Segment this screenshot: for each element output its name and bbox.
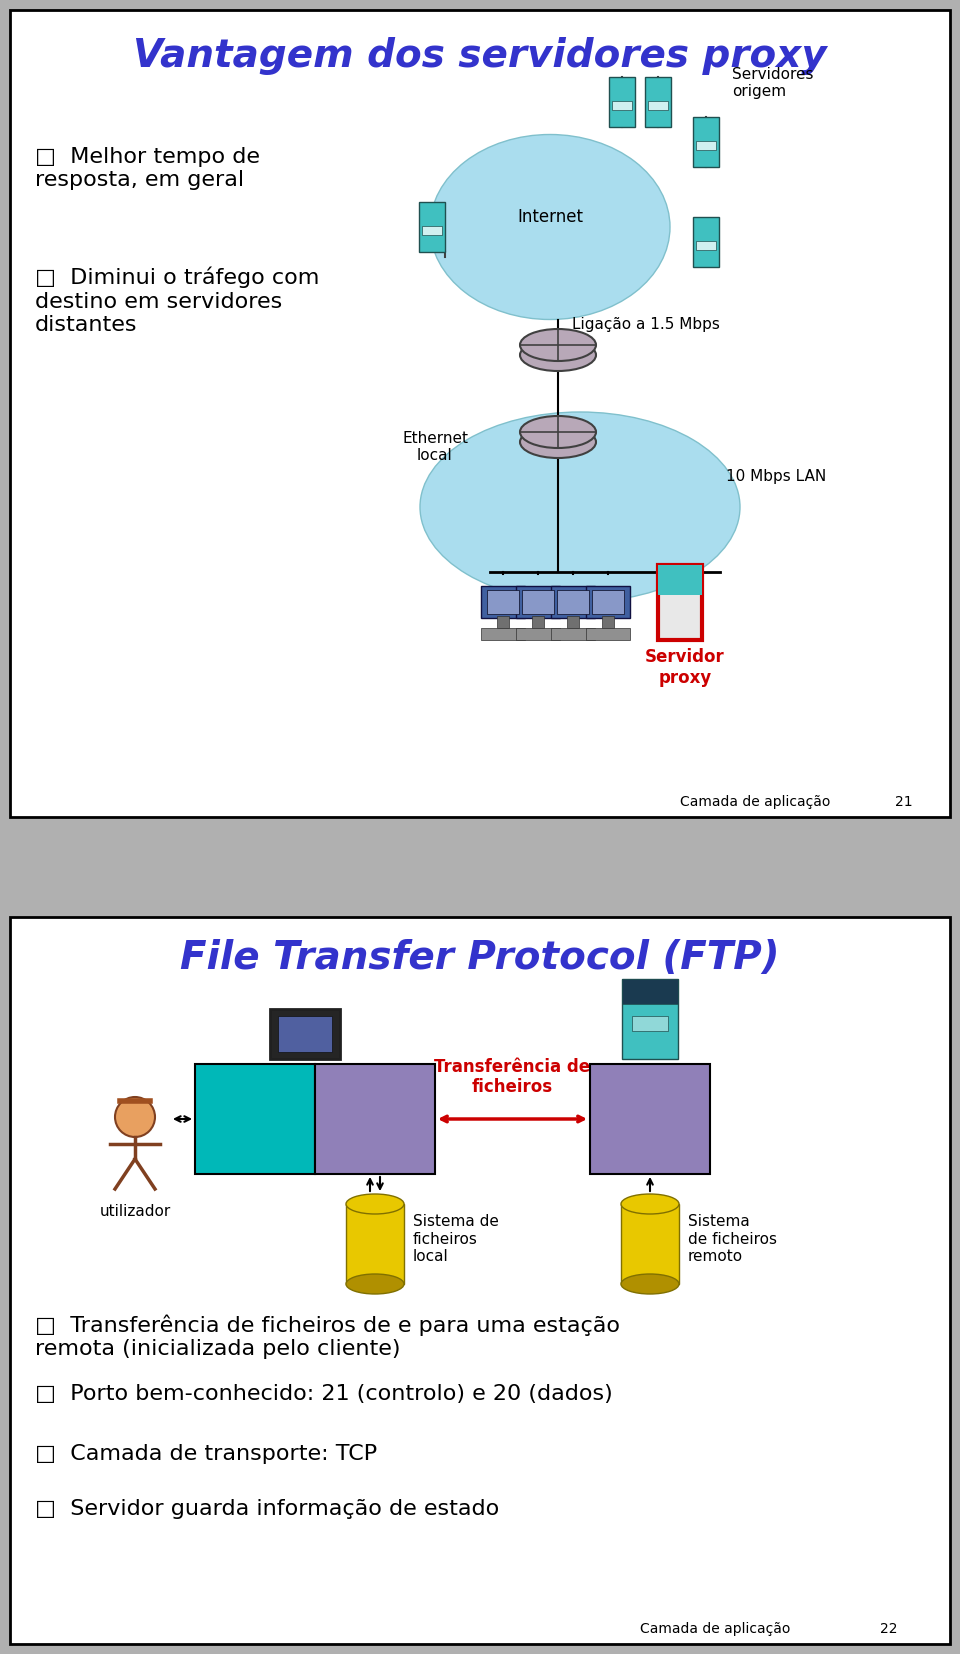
FancyBboxPatch shape xyxy=(567,615,579,629)
Text: utilizador: utilizador xyxy=(100,1204,171,1219)
FancyBboxPatch shape xyxy=(419,202,445,251)
Text: □  Porto bem-conhecido: 21 (controlo) e 20 (dados): □ Porto bem-conhecido: 21 (controlo) e 2… xyxy=(35,1384,612,1404)
FancyBboxPatch shape xyxy=(422,225,442,235)
FancyBboxPatch shape xyxy=(602,615,614,629)
Text: Interface
FTP: Interface FTP xyxy=(209,1100,300,1138)
FancyBboxPatch shape xyxy=(551,586,595,619)
Text: Servidor
proxy: Servidor proxy xyxy=(645,648,725,686)
FancyBboxPatch shape xyxy=(557,590,589,614)
Text: Camada de aplicação: Camada de aplicação xyxy=(640,1623,790,1636)
Text: Ligação a 1.5 Mbps: Ligação a 1.5 Mbps xyxy=(572,318,720,332)
Ellipse shape xyxy=(430,134,670,319)
FancyBboxPatch shape xyxy=(586,629,630,640)
Text: Camada de aplicação: Camada de aplicação xyxy=(680,796,830,809)
FancyBboxPatch shape xyxy=(497,615,509,629)
FancyBboxPatch shape xyxy=(648,101,668,109)
Text: Cliente
FTP: Cliente FTP xyxy=(339,1100,411,1138)
Text: Sistema de
ficheiros
local: Sistema de ficheiros local xyxy=(413,1214,499,1264)
FancyBboxPatch shape xyxy=(622,979,678,1004)
FancyBboxPatch shape xyxy=(696,240,716,250)
FancyBboxPatch shape xyxy=(622,979,678,1059)
FancyBboxPatch shape xyxy=(696,141,716,149)
FancyBboxPatch shape xyxy=(645,78,671,127)
Text: Transferência de
ficheiros: Transferência de ficheiros xyxy=(435,1057,590,1097)
Ellipse shape xyxy=(346,1274,404,1293)
FancyBboxPatch shape xyxy=(346,1204,404,1284)
Text: 10 Mbps LAN: 10 Mbps LAN xyxy=(726,470,827,485)
FancyBboxPatch shape xyxy=(658,566,702,640)
FancyBboxPatch shape xyxy=(516,586,560,619)
FancyBboxPatch shape xyxy=(10,916,950,1644)
Text: Servidor
FTP: Servidor FTP xyxy=(607,1100,693,1138)
FancyBboxPatch shape xyxy=(590,1064,710,1174)
Text: Ethernet
local: Ethernet local xyxy=(402,430,468,463)
FancyBboxPatch shape xyxy=(487,590,519,614)
Text: Sistema
de ficheiros
remoto: Sistema de ficheiros remoto xyxy=(688,1214,777,1264)
FancyBboxPatch shape xyxy=(693,217,719,266)
Text: 21: 21 xyxy=(895,796,913,809)
Ellipse shape xyxy=(420,412,740,602)
Text: File Transfer Protocol (FTP): File Transfer Protocol (FTP) xyxy=(180,939,780,978)
FancyBboxPatch shape xyxy=(278,1016,332,1052)
FancyBboxPatch shape xyxy=(632,1016,668,1030)
FancyBboxPatch shape xyxy=(532,615,544,629)
FancyBboxPatch shape xyxy=(621,1204,679,1284)
FancyBboxPatch shape xyxy=(609,78,635,127)
Ellipse shape xyxy=(621,1194,679,1214)
Circle shape xyxy=(115,1097,155,1136)
FancyBboxPatch shape xyxy=(481,629,525,640)
Ellipse shape xyxy=(520,427,596,458)
FancyBboxPatch shape xyxy=(10,10,950,817)
FancyBboxPatch shape xyxy=(481,586,525,619)
Text: 22: 22 xyxy=(880,1623,898,1636)
FancyBboxPatch shape xyxy=(586,586,630,619)
FancyBboxPatch shape xyxy=(315,1064,435,1174)
FancyBboxPatch shape xyxy=(516,629,560,640)
Ellipse shape xyxy=(520,339,596,370)
Text: □  Transferência de ficheiros de e para uma estação
remota (inicializada pelo cl: □ Transferência de ficheiros de e para u… xyxy=(35,1313,620,1358)
FancyBboxPatch shape xyxy=(522,590,554,614)
Text: □  Servidor guarda informação de estado: □ Servidor guarda informação de estado xyxy=(35,1499,499,1518)
Text: Servidores
origem: Servidores origem xyxy=(732,68,813,99)
Ellipse shape xyxy=(621,1274,679,1293)
FancyBboxPatch shape xyxy=(195,1064,315,1174)
FancyBboxPatch shape xyxy=(612,101,632,109)
Ellipse shape xyxy=(520,329,596,361)
Text: Vantagem dos servidores proxy: Vantagem dos servidores proxy xyxy=(133,36,827,74)
FancyBboxPatch shape xyxy=(592,590,624,614)
Text: Internet: Internet xyxy=(517,208,583,227)
FancyBboxPatch shape xyxy=(551,629,595,640)
Ellipse shape xyxy=(520,417,596,448)
Text: □  Diminui o tráfego com
destino em servidores
distantes: □ Diminui o tráfego com destino em servi… xyxy=(35,266,320,334)
FancyBboxPatch shape xyxy=(270,1009,340,1059)
Text: □  Melhor tempo de
resposta, em geral: □ Melhor tempo de resposta, em geral xyxy=(35,147,260,190)
Text: □  Camada de transporte: TCP: □ Camada de transporte: TCP xyxy=(35,1444,377,1464)
FancyBboxPatch shape xyxy=(693,117,719,167)
Ellipse shape xyxy=(346,1194,404,1214)
FancyBboxPatch shape xyxy=(658,566,702,595)
